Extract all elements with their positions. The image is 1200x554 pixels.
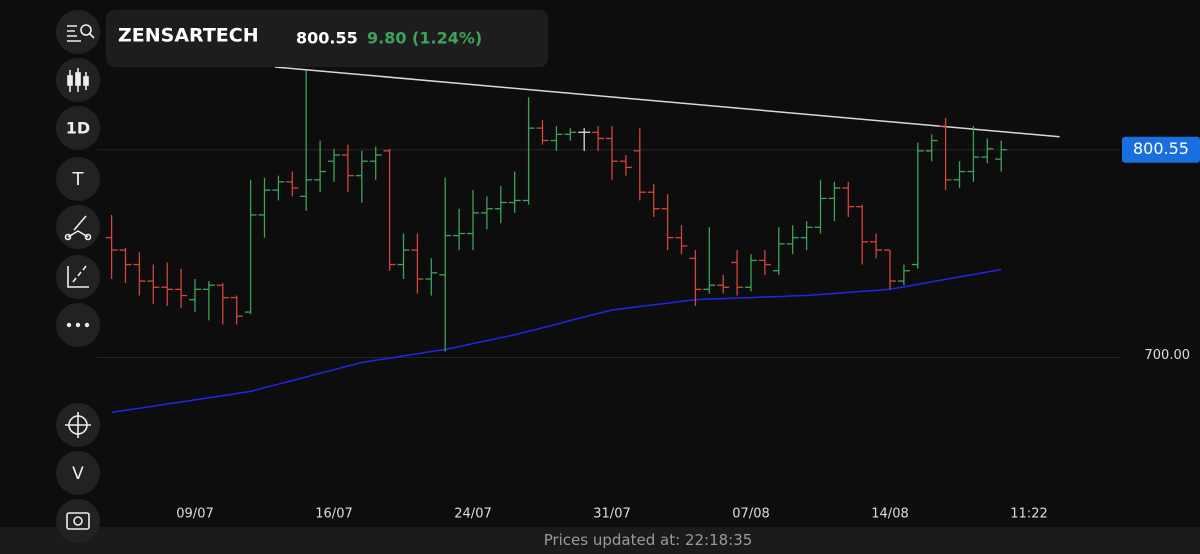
interval: 1D: [66, 119, 90, 138]
x-tick-label: 14/08: [871, 507, 908, 522]
x-tick-label: 09/07: [176, 507, 213, 522]
candle-icon-body: [67, 75, 73, 86]
text-button[interactable]: [56, 157, 100, 201]
draw-icon-dot: [84, 233, 92, 241]
footer-bar: [0, 527, 1200, 554]
dot: [84, 322, 90, 328]
last-price-label: 800.55: [1133, 139, 1189, 158]
search-icon: [67, 25, 81, 42]
volume-button[interactable]: [56, 451, 100, 495]
camera-icon: [66, 512, 90, 530]
footer-time: 22:18:35: [685, 531, 752, 549]
more-icon: [66, 322, 90, 328]
x-tick-label: 11:22: [1010, 507, 1047, 522]
symbol: ZENSARTECH: [118, 25, 259, 47]
moving-average: [111, 268, 1002, 414]
search-icon-handle: [89, 33, 95, 39]
header-price: 800.55: [296, 29, 358, 48]
dot: [75, 322, 81, 328]
x-tick-label: 31/07: [593, 507, 630, 522]
draw-icon: [67, 215, 89, 238]
x-tick-label: 24/07: [454, 507, 491, 522]
interval-button[interactable]: [56, 106, 100, 150]
header-change: 9.80 (1.24%): [367, 29, 482, 48]
indicator-button[interactable]: [56, 255, 100, 299]
search-button[interactable]: [56, 10, 100, 54]
footer-label: Prices updated at:: [544, 531, 680, 549]
plot: 700.00 800.55 09/07 16/07 24/07 31/07 07/08 14/…: [97, 66, 1200, 522]
crosshair-icon-lines: [65, 412, 91, 438]
search-icon-lens: [80, 24, 92, 36]
x-tick-label: 07/08: [732, 507, 769, 522]
y-tick-label: 700.00: [1145, 348, 1191, 363]
camera-icon-lens: [73, 516, 83, 526]
trendline: [274, 66, 1060, 138]
indicator-icon: [67, 265, 89, 288]
draw-icon-dot: [64, 233, 72, 241]
last-price-tag: [1122, 136, 1200, 163]
dot: [66, 322, 72, 328]
toolbar-icons: [64, 24, 95, 530]
screenshot-button[interactable]: [56, 499, 100, 543]
candle-icon-body: [75, 72, 81, 86]
text-tool: T: [72, 169, 85, 190]
volume-tool: V: [72, 464, 84, 484]
draw-button[interactable]: [56, 205, 100, 249]
footer: Prices updated at: 22:18:35: [544, 531, 753, 549]
x-tick-label: 16/07: [315, 507, 352, 522]
candle-icon-body: [83, 76, 89, 86]
header-box: [106, 10, 548, 67]
